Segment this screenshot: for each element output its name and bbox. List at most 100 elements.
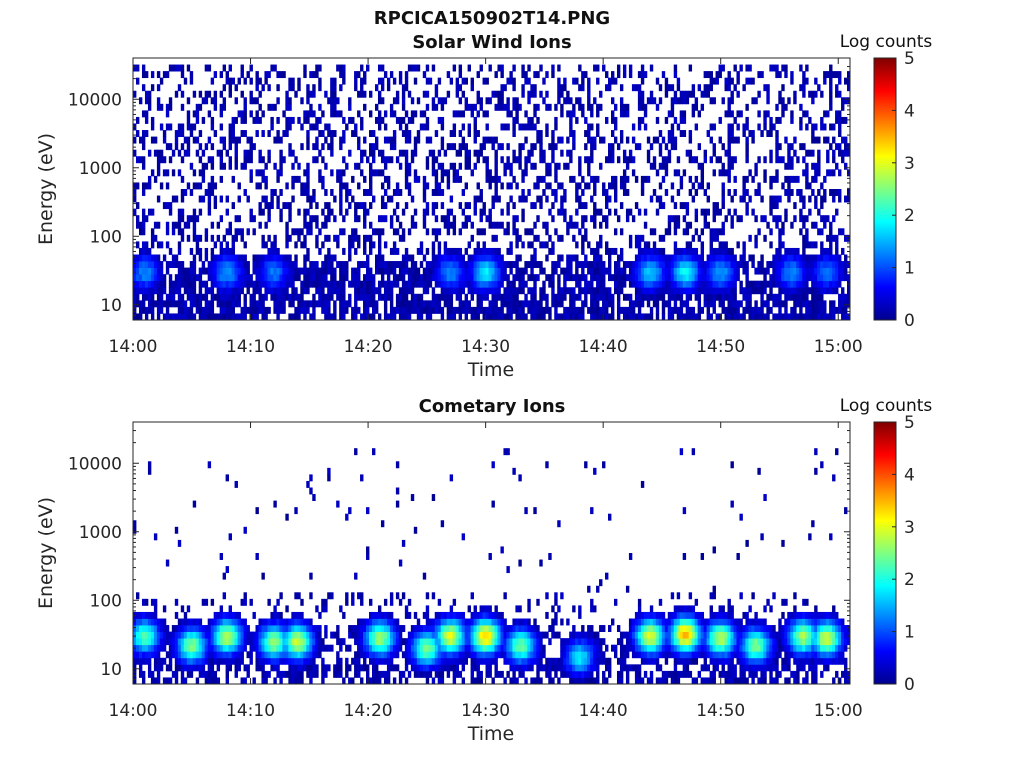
spectrogram-bin: [563, 293, 567, 301]
spectrogram-bin: [718, 136, 722, 144]
spectrogram-bin: [446, 261, 451, 268]
spectrogram-bin: [177, 208, 182, 216]
spectrogram-bin: [587, 97, 591, 105]
spectrogram-bin: [327, 261, 331, 268]
spectrogram-bin: [180, 664, 185, 672]
spectrogram-bin: [628, 241, 633, 249]
spectrogram-bin: [372, 143, 376, 151]
spectrogram-bin: [700, 267, 705, 275]
spectrogram-bin: [386, 274, 391, 282]
spectrogram-bin: [551, 280, 555, 288]
spectrogram-bin: [401, 261, 406, 268]
spectrogram-bin: [727, 110, 731, 118]
spectrogram-bin: [536, 300, 540, 308]
spectrogram-bin: [177, 84, 182, 92]
spectrogram-bin: [581, 306, 585, 314]
spectrogram-bin: [258, 261, 262, 268]
spectrogram-bin: [306, 189, 310, 196]
spectrogram-bin: [727, 287, 731, 295]
spectrogram-bin: [829, 228, 833, 236]
spectrogram-bin: [757, 156, 761, 164]
spectrogram-bin: [201, 306, 206, 314]
spectrogram-bin: [643, 71, 648, 79]
spectrogram-bin: [174, 638, 179, 646]
spectrogram-bin: [195, 234, 200, 242]
spectrogram-bin: [342, 71, 346, 79]
spectrogram-bin: [712, 293, 716, 301]
spectrogram-bin: [395, 306, 400, 314]
spectrogram-bin: [817, 261, 821, 268]
spectrogram-bin: [817, 136, 821, 144]
spectrogram-bin: [509, 293, 513, 301]
spectrogram-bin: [309, 313, 313, 321]
spectrogram-bin: [634, 234, 639, 242]
spectrogram-bin: [437, 97, 442, 105]
spectrogram-bin: [288, 280, 292, 288]
spectrogram-bin: [348, 149, 352, 157]
spectrogram-bin: [300, 143, 304, 151]
spectrogram-bin: [805, 241, 809, 249]
spectrogram-bin: [437, 254, 442, 262]
spectrogram-bin: [267, 638, 271, 646]
spectrogram-bin: [596, 77, 600, 85]
spectrogram-bin: [476, 71, 480, 79]
spectrogram-bin: [183, 638, 188, 646]
spectrogram-bin: [153, 625, 158, 632]
spectrogram-bin: [306, 130, 310, 137]
spectrogram-bin: [829, 97, 833, 105]
spectrogram-bin: [174, 313, 179, 321]
spectrogram-bin: [485, 162, 489, 170]
spectrogram-bin: [324, 274, 328, 282]
spectrogram-bin: [395, 97, 400, 105]
spectrogram-bin: [225, 300, 229, 308]
spectrogram-bin: [724, 293, 728, 301]
spectrogram-bin: [228, 130, 232, 137]
spectrogram-bin: [395, 280, 400, 288]
spectrogram-bin: [309, 267, 313, 275]
spectrogram-bin: [207, 313, 212, 321]
spectrogram-bin: [548, 280, 552, 288]
spectrogram-bin: [431, 64, 436, 72]
spectrogram-bin: [652, 300, 657, 308]
spectrogram-bin: [380, 77, 385, 85]
spectrogram-bin: [619, 136, 624, 144]
spectrogram-bin: [512, 149, 516, 157]
spectrogram-bin: [216, 287, 221, 295]
spectrogram-bin: [724, 274, 728, 282]
spectrogram-bin: [817, 84, 821, 92]
spectrogram-bin: [530, 90, 534, 98]
spectrogram-bin: [165, 677, 170, 685]
spectrogram-bin: [189, 618, 194, 626]
spectrogram-bin: [590, 215, 594, 223]
spectrogram-bin: [171, 195, 176, 203]
spectrogram-bin: [566, 136, 570, 144]
spectrogram-bin: [844, 267, 848, 275]
spectrogram-bin: [703, 149, 707, 157]
spectrogram-bin: [252, 261, 256, 268]
spectrogram-bin: [557, 287, 561, 295]
spectrogram-bin: [560, 267, 564, 275]
spectrogram-bin: [494, 182, 498, 190]
spectrogram-bin: [428, 149, 433, 157]
spectrogram-bin: [793, 215, 797, 223]
spectrogram-bin: [315, 156, 319, 164]
spectrogram-bin: [437, 293, 442, 301]
spectrogram-bin: [267, 280, 271, 288]
spectrogram-bin: [419, 123, 424, 131]
spectrogram-bin: [545, 228, 549, 236]
spectrogram-bin: [174, 670, 179, 678]
spectrogram-bin: [428, 77, 433, 85]
spectrogram-bin: [649, 254, 654, 262]
spectrogram-bin: [246, 280, 250, 288]
spectrogram-bin: [817, 169, 821, 177]
spectrogram-bin: [213, 267, 218, 275]
spectrogram-bin: [372, 313, 376, 321]
spectrogram-bin: [814, 169, 818, 177]
spectrogram-bin: [817, 306, 821, 314]
spectrogram-bin: [799, 267, 803, 275]
spectrogram-bin: [291, 638, 295, 646]
spectrogram-bin: [363, 306, 367, 314]
spectrogram-bin: [587, 241, 591, 249]
spectrogram-bin: [829, 313, 833, 321]
spectrogram-bin: [434, 280, 439, 288]
